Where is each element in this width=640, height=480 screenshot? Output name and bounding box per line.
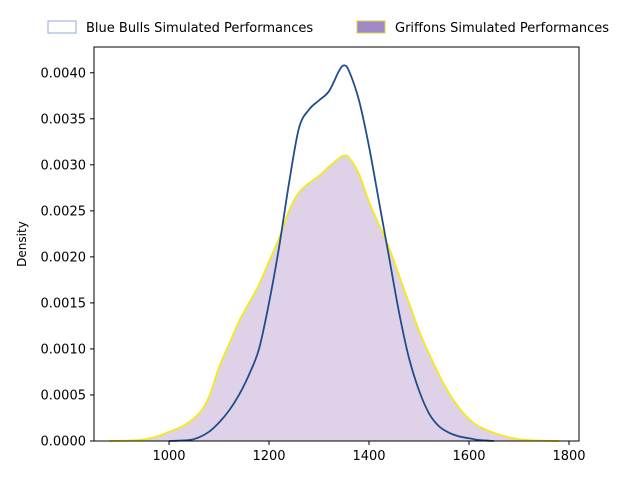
y-tick-label: 0.0010	[41, 342, 87, 357]
blue-bulls-density-line	[168, 64, 495, 442]
y-axis-label: Density	[15, 221, 29, 267]
x-tick-label: 1800	[552, 449, 585, 464]
legend-label-griffons: Griffons Simulated Performances	[395, 21, 609, 36]
griffons-density-fill	[109, 155, 559, 441]
axes-frame	[93, 46, 580, 442]
legend-label-blue-bulls: Blue Bulls Simulated Performances	[86, 21, 313, 36]
legend-swatch-blue-bulls	[47, 20, 77, 34]
y-tick-label: 0.0035	[41, 112, 87, 127]
y-tick-label: 0.0020	[41, 250, 87, 265]
x-tick-label: 1200	[252, 449, 285, 464]
y-tick-label: 0.0040	[41, 66, 87, 81]
y-tick-label: 0.0005	[41, 388, 87, 403]
x-tick-label: 1600	[452, 449, 485, 464]
plot-area: 1000 1200 1400 1600 1800 0.0000 0.0005 0.0010 0.…	[41, 46, 586, 464]
x-tick-label: 1000	[152, 449, 185, 464]
y-tick-label: 0.0025	[41, 204, 87, 219]
legend-swatch-griffons	[356, 20, 386, 34]
griffons-density-line	[108, 154, 560, 442]
y-tick-label: 0.0015	[41, 296, 87, 311]
legend: Blue Bulls Simulated Performances Griffo…	[47, 20, 609, 36]
x-tick-label: 1400	[352, 449, 385, 464]
y-tick-label: 0.0000	[41, 435, 87, 450]
y-tick-label: 0.0030	[41, 158, 87, 173]
